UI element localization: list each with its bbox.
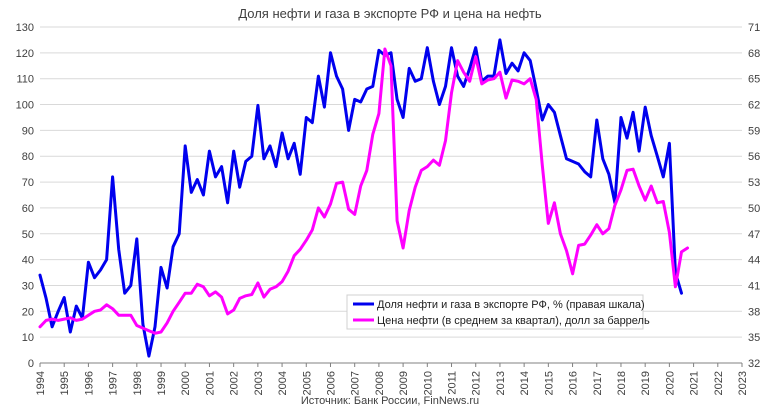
chart-source: Источник: Банк России, FinNews.ru: [301, 395, 479, 407]
right-tick-label: 32: [748, 358, 760, 370]
series-line-share: [38, 38, 683, 358]
x-tick-label: 2009: [398, 371, 410, 395]
x-tick-label: 2021: [689, 371, 701, 395]
legend: Доля нефти и газа в экспорте РФ, % (прав…: [346, 294, 650, 330]
x-tick-label: 1997: [108, 371, 120, 395]
x-tick-label: 2023: [737, 371, 749, 395]
x-tick-label: 1995: [59, 371, 71, 395]
x-tick-label: 2006: [325, 371, 337, 395]
x-axis: 1994 1995 1996 1997 1998 1999 2000 2001 2002 2003…: [35, 363, 749, 395]
right-tick-label: 62: [748, 100, 760, 112]
x-tick-label: 2022: [713, 371, 725, 395]
x-tick-label: 1996: [83, 371, 95, 395]
legend-label-price: Цена нефти (в среднем за квартал), долл …: [377, 315, 650, 327]
left-tick-label: 110: [16, 74, 34, 86]
left-tick-label: 40: [22, 255, 34, 267]
left-tick-label: 10: [22, 332, 34, 344]
x-tick-label: 2013: [495, 371, 507, 395]
right-tick-label: 59: [748, 125, 760, 137]
right-axis: 32 35 38 41 44 47 50 53 56 59 62 65 68 71: [748, 22, 760, 370]
left-tick-label: 90: [22, 125, 34, 137]
left-tick-label: 130: [16, 22, 34, 34]
left-tick-label: 50: [22, 229, 34, 241]
right-tick-label: 68: [748, 48, 760, 60]
x-tick-label: 1994: [35, 371, 47, 395]
x-tick-label: 1998: [132, 371, 144, 395]
x-tick-label: 2016: [568, 371, 580, 395]
x-tick-label: 2015: [543, 371, 555, 395]
x-tick-label: 2012: [471, 371, 483, 395]
right-tick-label: 44: [748, 255, 760, 267]
x-tick-label: 2011: [447, 371, 459, 395]
x-tick-label: 2018: [616, 371, 628, 395]
right-tick-label: 35: [748, 332, 760, 344]
x-tick-label: 2008: [374, 371, 386, 395]
x-tick-label: 1999: [156, 371, 168, 395]
left-tick-label: 20: [22, 306, 34, 318]
left-tick-label: 80: [22, 151, 34, 163]
x-tick-label: 2002: [229, 371, 241, 395]
series-line-price: [38, 47, 689, 335]
right-tick-label: 56: [748, 151, 760, 163]
right-tick-label: 41: [748, 280, 760, 292]
right-tick-label: 71: [748, 22, 760, 34]
legend-label-share: Доля нефти и газа в экспорте РФ, % (прав…: [377, 299, 645, 311]
x-tick-label: 2007: [350, 371, 362, 395]
x-tick-label: 2000: [180, 371, 192, 395]
left-tick-label: 0: [28, 358, 34, 370]
legend-box: [346, 294, 644, 330]
x-tick-label: 2010: [422, 371, 434, 395]
right-tick-label: 53: [748, 177, 760, 189]
left-tick-label: 60: [22, 203, 34, 215]
right-tick-label: 47: [748, 229, 760, 241]
right-tick-label: 50: [748, 203, 760, 215]
left-tick-label: 70: [22, 177, 34, 189]
x-tick-label: 2003: [253, 371, 265, 395]
left-axis: 0 10 20 30 40 50 60 70 80 90 100 110 120 130: [16, 22, 34, 370]
x-tick-label: 2001: [204, 371, 216, 395]
right-tick-label: 38: [748, 306, 760, 318]
x-tick-label: 2020: [664, 371, 676, 395]
left-tick-label: 30: [22, 280, 34, 292]
x-tick-label: 2019: [640, 371, 652, 395]
left-tick-label: 100: [16, 100, 34, 112]
series-layer: [38, 38, 689, 358]
x-tick-label: 2014: [519, 371, 531, 395]
chart-title: Доля нефти и газа в экспорте РФ и цена н…: [238, 6, 542, 21]
left-tick-label: 120: [16, 48, 34, 60]
x-tick-label: 2004: [277, 371, 289, 395]
x-tick-label: 2005: [301, 371, 313, 395]
right-tick-label: 65: [748, 74, 760, 86]
x-tick-label: 2017: [592, 371, 604, 395]
